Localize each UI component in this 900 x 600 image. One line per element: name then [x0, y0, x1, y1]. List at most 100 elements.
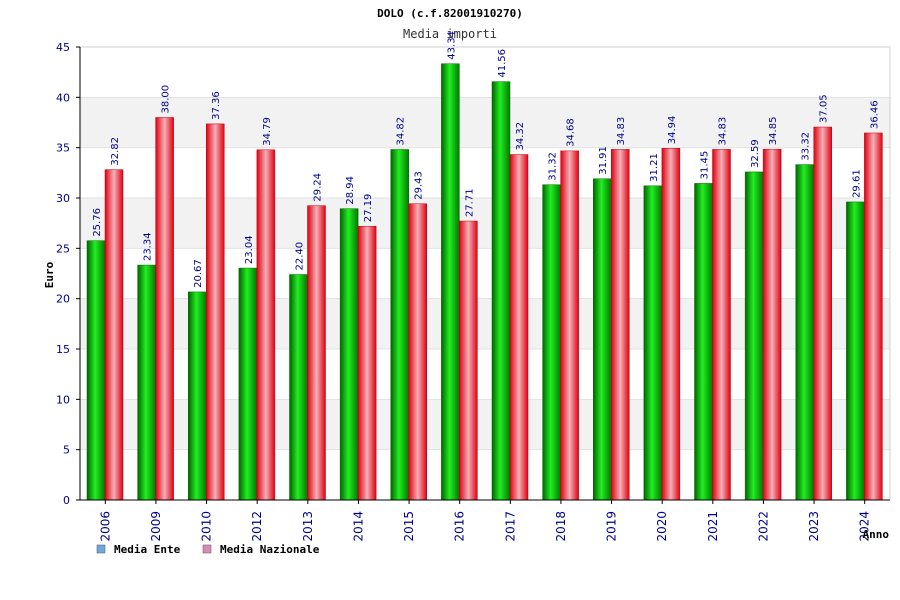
x-tick-label: 2012	[250, 511, 264, 542]
chart-subtitle: Media importi	[403, 27, 497, 41]
bar-media-ente-2018	[542, 184, 561, 501]
data-label: 31.21	[649, 153, 660, 182]
y-axis-ticks: 0 5 10 15 20 25 30 35 40 45	[56, 41, 80, 507]
y-tick-label: 25	[56, 242, 70, 255]
data-label: 38.00	[161, 85, 172, 114]
data-label: 36.46	[869, 100, 880, 129]
bar-media-nazionale-2013	[307, 205, 326, 501]
bar-media-ente-2016	[441, 63, 460, 501]
bar-media-nazionale-2009	[155, 117, 174, 501]
bar-media-ente-2010	[188, 291, 207, 501]
bar-media-ente-2017	[491, 81, 511, 501]
data-label: 29.61	[851, 169, 862, 198]
bar-media-nazionale-2021	[712, 149, 731, 501]
bar-media-ente-2012	[238, 267, 258, 501]
bar-media-ente-2021	[694, 183, 713, 501]
data-label: 34.94	[667, 116, 678, 145]
bar-media-nazionale-2016	[459, 220, 478, 501]
data-label: 31.45	[700, 151, 711, 180]
data-label: 41.56	[497, 49, 508, 78]
data-label: 34.68	[566, 118, 577, 147]
y-tick-label: 10	[56, 393, 70, 406]
chart-title: DOLO (c.f.82001910270)	[377, 7, 523, 20]
legend-swatch-media-ente	[96, 544, 106, 554]
data-label: 34.85	[768, 117, 779, 146]
bar-media-ente-2020	[643, 185, 663, 501]
data-label: 32.82	[110, 137, 121, 166]
bar-media-nazionale-2012	[256, 149, 276, 501]
legend-label-media-ente: Media Ente	[114, 543, 181, 556]
bar-media-nazionale-2010	[206, 123, 225, 501]
bar-media-ente-2015	[390, 149, 409, 501]
data-label: 34.32	[515, 122, 526, 151]
x-tick-label: 2014	[351, 511, 365, 542]
bar-media-nazionale-2022	[762, 148, 782, 501]
bar-media-ente-2009	[137, 264, 156, 501]
bar-media-nazionale-2024	[864, 132, 883, 501]
x-tick-label: 2015	[402, 511, 416, 542]
data-label: 29.24	[313, 173, 324, 202]
x-tick-label: 2018	[554, 511, 568, 542]
y-tick-label: 45	[56, 41, 70, 54]
grid-band	[80, 47, 890, 98]
data-label: 23.34	[143, 232, 154, 261]
data-label: 34.83	[616, 117, 627, 146]
x-tick-label: 2024	[858, 511, 872, 542]
y-tick-label: 20	[56, 293, 70, 306]
y-tick-label: 40	[56, 91, 70, 104]
data-label: 33.32	[801, 132, 812, 161]
data-label: 27.19	[363, 194, 374, 223]
bar-media-nazionale-2014	[357, 226, 377, 501]
bars	[86, 63, 883, 501]
x-tick-label: 2009	[149, 511, 163, 542]
bar-media-ente-2013	[289, 274, 308, 501]
bar-media-ente-2019	[593, 178, 612, 501]
data-label: 28.94	[345, 176, 356, 205]
y-tick-label: 0	[63, 494, 70, 507]
x-axis-label: Anno	[863, 528, 890, 541]
bar-media-nazionale-2017	[509, 154, 529, 501]
data-label: 32.59	[750, 139, 761, 168]
bar-media-nazionale-2019	[611, 149, 630, 501]
bar-media-nazionale-2015	[408, 203, 427, 501]
data-label: 22.40	[295, 242, 306, 271]
data-label: 23.04	[244, 235, 255, 264]
bar-media-nazionale-2006	[104, 169, 124, 501]
y-tick-label: 30	[56, 192, 70, 205]
data-label: 27.71	[464, 188, 475, 217]
bar-media-ente-2006	[86, 240, 106, 501]
x-tick-label: 2017	[503, 511, 517, 542]
bar-media-ente-2022	[744, 171, 764, 501]
x-tick-label: 2023	[807, 511, 821, 542]
data-label: 34.79	[262, 117, 273, 146]
legend: Media Ente Media Nazionale	[96, 543, 320, 556]
y-tick-label: 5	[63, 444, 70, 457]
y-axis-label: Euro	[43, 261, 56, 288]
bar-media-ente-2023	[795, 164, 814, 501]
bar-media-nazionale-2023	[813, 126, 832, 501]
data-label: 37.36	[211, 91, 222, 120]
y-tick-label: 35	[56, 142, 70, 155]
data-label: 37.05	[819, 94, 830, 123]
data-label: 25.76	[92, 208, 103, 237]
x-tick-label: 2019	[605, 511, 619, 542]
x-tick-label: 2010	[200, 511, 214, 542]
x-tick-label: 2022	[756, 511, 770, 542]
data-label: 29.43	[414, 171, 425, 200]
data-labels: 25.76 32.82 23.34 38.00 20.67 37.36 23.04 34.79…	[92, 31, 880, 288]
x-tick-label: 2020	[655, 511, 669, 542]
y-tick-label: 15	[56, 343, 70, 356]
data-label: 34.83	[718, 117, 729, 146]
bar-media-nazionale-2018	[560, 150, 579, 501]
legend-label-media-nazionale: Media Nazionale	[220, 543, 320, 556]
data-label: 34.82	[396, 117, 407, 146]
data-label: 31.32	[548, 152, 559, 181]
x-axis-ticks: 2006 2009 2010 2012 2013 2014 2015 2016 2017 2018…	[98, 500, 872, 542]
data-label: 20.67	[193, 259, 204, 288]
data-label: 31.91	[598, 146, 609, 175]
x-tick-label: 2013	[301, 511, 315, 542]
legend-swatch-media-nazionale	[202, 544, 212, 554]
bar-media-ente-2024	[846, 201, 865, 501]
x-tick-label: 2021	[706, 511, 720, 542]
